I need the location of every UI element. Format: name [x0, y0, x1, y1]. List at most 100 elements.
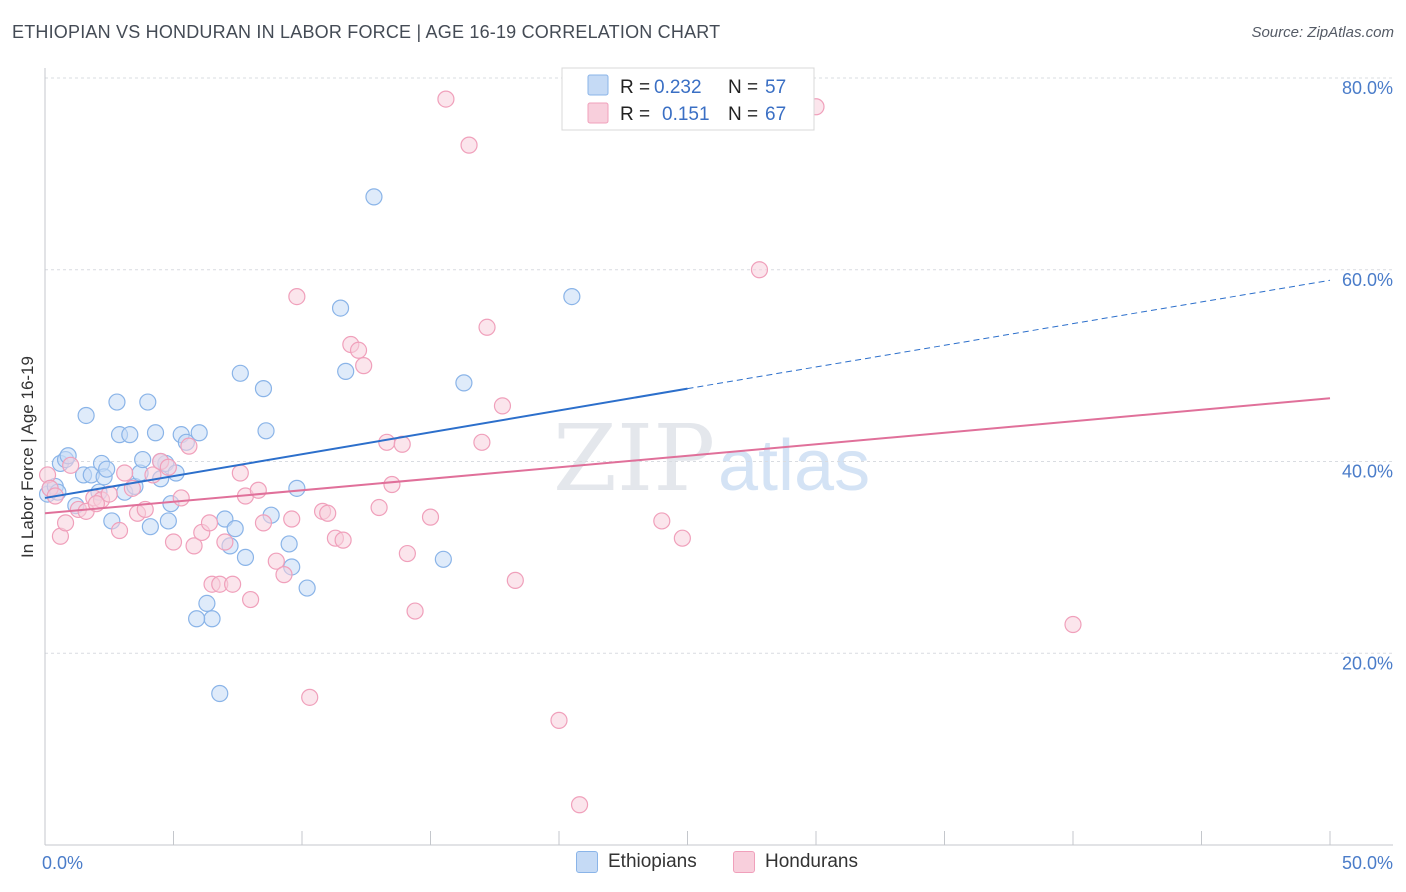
- ethiopians-point: [337, 362, 355, 380]
- hondurans-point: [370, 498, 388, 517]
- hondurans-point: [478, 318, 496, 336]
- legend-n-value-2: 67: [765, 104, 786, 125]
- hondurans-label: Hondurans: [765, 851, 858, 872]
- axes: [44, 68, 1393, 846]
- legend-n-label-2: N =: [728, 104, 758, 125]
- hondurans-point: [116, 464, 134, 482]
- ethiopians-point: [280, 535, 298, 553]
- hondurans-point: [275, 566, 293, 584]
- ethiopians-point: [108, 393, 126, 411]
- hondurans-point: [180, 437, 198, 455]
- ethiopians-point: [231, 364, 249, 382]
- hondurans-point: [653, 512, 671, 530]
- tick-labels: 20.0% 40.0% 60.0% 80.0% 0.0% 50.0%: [42, 78, 1393, 873]
- hondurans-point: [301, 688, 319, 706]
- ethiopians-point: [139, 393, 157, 411]
- hondurans-point: [216, 533, 234, 551]
- hondurans-point: [437, 90, 455, 108]
- watermark-atlas: atlas: [718, 426, 870, 506]
- ethiopians-point: [159, 512, 177, 530]
- legend-r-value-2: 0.151: [662, 104, 710, 125]
- x-tick-label-max: 50.0%: [1342, 853, 1393, 873]
- hondurans-point: [750, 261, 769, 279]
- hondurans-point: [570, 796, 589, 814]
- hondurans-point: [231, 464, 249, 482]
- ethiopians-point: [226, 520, 244, 538]
- ethiopians-point: [365, 188, 383, 206]
- hondurans-point: [460, 136, 478, 154]
- ethiopians-label: Ethiopians: [608, 851, 697, 872]
- ethiopians-point: [298, 579, 316, 597]
- ethiopians-point: [141, 518, 159, 536]
- ethiopians-point: [563, 287, 581, 306]
- ethiopians-point: [134, 450, 152, 469]
- hondurans-point: [406, 602, 424, 620]
- ethiopians-point: [331, 299, 350, 317]
- y-tick-label: 60.0%: [1342, 270, 1393, 290]
- hondurans-point: [334, 531, 352, 549]
- hondurans-point: [62, 456, 80, 474]
- legend-r-value-1: 0.232: [654, 77, 702, 98]
- hondurans-point: [164, 533, 183, 551]
- series-legend: Ethiopians Hondurans: [0, 851, 1406, 879]
- ethiopians-point: [455, 374, 473, 392]
- watermark: ZIP atlas: [553, 405, 870, 512]
- hondurans-point: [172, 489, 190, 507]
- ethiopians-point: [77, 406, 95, 425]
- hondurans-point: [383, 475, 401, 494]
- ethiopians-point: [146, 424, 165, 442]
- legend-r-label-1: R =: [620, 77, 650, 98]
- hondurans-point: [473, 433, 491, 451]
- hondurans-point: [673, 529, 691, 547]
- ethiopians-point: [254, 380, 273, 398]
- hondurans-point: [550, 711, 568, 729]
- hondurans-trend-line: [44, 397, 1331, 515]
- hondurans-point: [110, 521, 129, 540]
- hondurans-point: [421, 508, 440, 526]
- hondurans-point: [267, 552, 285, 570]
- legend-r-label-2: R =: [620, 104, 650, 125]
- hondurans-point: [493, 397, 512, 415]
- hondurans-point: [159, 458, 177, 476]
- series-legend-hondurans: Hondurans: [733, 851, 858, 873]
- hondurans-point: [56, 514, 75, 532]
- ethiopians-trend-extension: [687, 279, 1331, 390]
- hondurans-point: [506, 571, 524, 589]
- hondurans-point: [349, 341, 368, 359]
- ethiopians-point: [288, 479, 306, 497]
- hondurans-swatch: [733, 851, 755, 873]
- ethiopians-trend-line: [44, 387, 688, 499]
- legend-swatch-ethiopians: [587, 74, 609, 96]
- hondurans-point: [355, 357, 373, 375]
- gridlines: [45, 77, 1393, 654]
- series-legend-ethiopians: Ethiopians: [576, 851, 697, 873]
- hondurans-point: [242, 590, 260, 609]
- hondurans-point: [224, 575, 242, 593]
- chart-source: Source: ZipAtlas.com: [1251, 24, 1394, 41]
- correlation-legend: R = 0.232 N = 57 R = 0.151 N = 67: [561, 67, 815, 131]
- ethiopians-point: [190, 424, 208, 442]
- legend-n-value-1: 57: [765, 77, 786, 98]
- hondurans-point: [185, 537, 203, 555]
- y-tick-label: 20.0%: [1342, 653, 1393, 673]
- hondurans-point: [283, 510, 301, 528]
- hondurans-point: [200, 514, 219, 532]
- ethiopians-swatch: [576, 851, 598, 873]
- hondurans-point: [319, 504, 337, 522]
- hondurans-point: [249, 481, 267, 499]
- legend-swatch-hondurans: [587, 102, 609, 124]
- watermark-zip: ZIP: [553, 405, 715, 512]
- hondurans-point: [398, 544, 416, 563]
- hondurans-point: [254, 514, 273, 532]
- x-tick-label-min: 0.0%: [42, 853, 83, 873]
- hondurans-point: [288, 287, 306, 306]
- ethiopians-point: [236, 548, 255, 566]
- y-tick-label: 40.0%: [1342, 462, 1393, 482]
- trend-lines: [44, 279, 1331, 515]
- ethiopians-point: [257, 422, 275, 440]
- ethiopians-point: [98, 460, 116, 478]
- ethiopians-point: [121, 426, 139, 444]
- ethiopians-point: [211, 684, 229, 703]
- ethiopians-point: [188, 610, 206, 628]
